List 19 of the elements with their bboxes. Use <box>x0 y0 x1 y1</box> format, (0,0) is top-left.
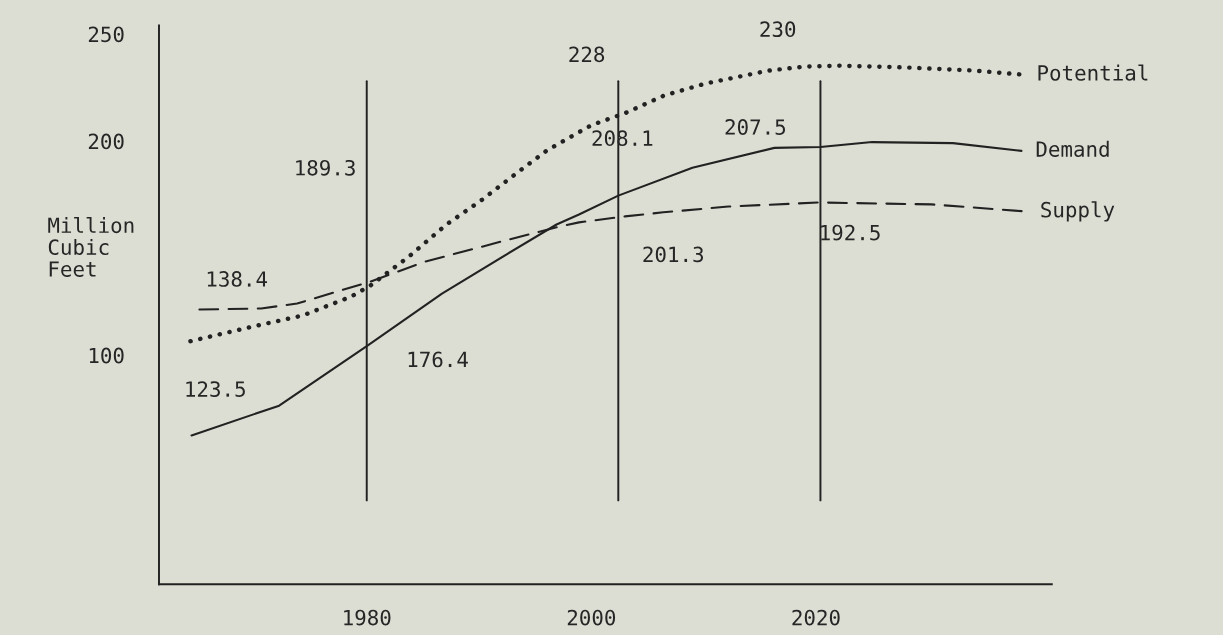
annotation: 201.3 <box>643 246 704 263</box>
annotation: 228 <box>569 46 605 63</box>
annotation: 189.3 <box>296 159 355 176</box>
y-tick-label: 250 <box>88 26 124 43</box>
series-label: Potential <box>1038 64 1148 81</box>
y-tick-label: 100 <box>89 347 124 364</box>
x-tick-label: 1980 <box>344 609 391 626</box>
annotation: 176.4 <box>408 351 468 368</box>
series-label: Supply <box>1041 201 1115 222</box>
annotation: 123.5 <box>186 381 245 397</box>
annotation: 230 <box>760 21 796 38</box>
annotation: 207.5 <box>725 119 786 135</box>
series-label: Demand <box>1036 140 1109 157</box>
x-tick-label: 2000 <box>567 609 616 626</box>
y-tick-label: 200 <box>88 133 124 150</box>
y-axis-title: Million Cubic Feet <box>48 216 134 277</box>
annotation: 138.4 <box>207 271 268 287</box>
annotation: 192.5 <box>821 224 880 241</box>
x-tick-label: 2020 <box>792 609 840 626</box>
